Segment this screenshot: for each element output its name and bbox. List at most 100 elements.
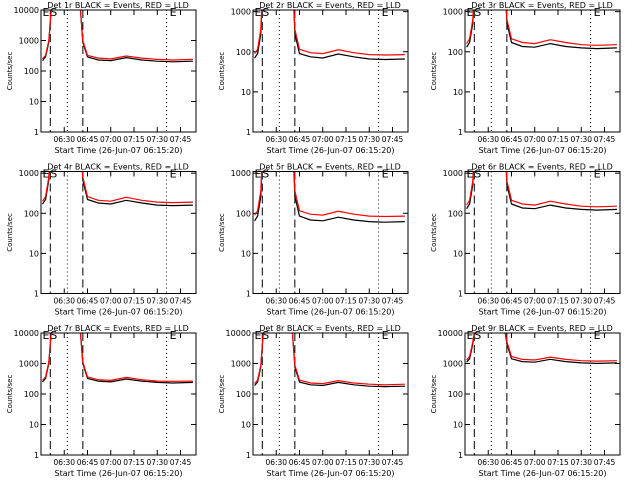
annotation: E [255, 6, 262, 19]
x-tick-label: 07:00 [100, 135, 122, 144]
x-tick-label: 07:45 [594, 135, 616, 144]
y-tick-label: 1000 [231, 8, 251, 17]
x-tick-label: 07:45 [382, 458, 404, 467]
x-tick-label: 07:15 [547, 297, 569, 306]
y-tick-label: 1 [34, 128, 39, 137]
x-tick-label: 07:45 [170, 458, 192, 467]
x-tick-label: 06:30 [53, 458, 75, 467]
plot-frame [252, 9, 409, 133]
x-tick-label: 06:45 [501, 297, 523, 306]
x-tick-label: 06:30 [477, 297, 499, 306]
chart-title: Det 1r BLACK = Events, RED = LLD [47, 1, 189, 10]
x-tick-label: 07:15 [123, 458, 145, 467]
plot-frame [464, 171, 621, 294]
series-line [466, 333, 617, 362]
x-tick-label: 07:45 [594, 297, 616, 306]
y-axis-label: Counts/sec [218, 52, 226, 91]
x-tick-label: 07:45 [170, 135, 192, 144]
annotation: E [594, 6, 601, 19]
y-tick-label: 10 [453, 88, 463, 97]
chart-title: Det 6r BLACK = Events, RED = LLD [471, 163, 613, 172]
y-tick-label: 10 [241, 421, 251, 430]
annotation: S [50, 329, 57, 342]
annotation: E [43, 168, 50, 181]
x-tick-label: 07:15 [335, 135, 357, 144]
y-tick-label: 10000 [14, 329, 39, 338]
y-tick-label: 1 [246, 128, 251, 137]
series-line [42, 171, 193, 204]
y-axis-label: Counts/sec [430, 375, 438, 414]
x-tick-label: 07:45 [382, 297, 404, 306]
x-tick-label: 07:45 [594, 458, 616, 467]
x-tick-label: 06:45 [289, 135, 311, 144]
y-tick-label: 1 [246, 290, 251, 299]
series-line [42, 171, 193, 207]
annotation: S [474, 329, 481, 342]
plot-frame [40, 171, 197, 294]
chart-title: Det 7r BLACK = Events, RED = LLD [47, 324, 189, 333]
annotation: S [262, 168, 269, 181]
y-tick-label: 100 [236, 48, 251, 57]
chart-title: Det 4r BLACK = Events, RED = LLD [47, 163, 189, 172]
x-tick-label: 06:45 [501, 458, 523, 467]
y-tick-label: 1000 [443, 169, 463, 178]
x-tick-label: 07:30 [570, 458, 592, 467]
x-axis-label: Start Time (26-Jun-07 06:15:20) [55, 308, 183, 317]
y-tick-label: 10 [29, 421, 39, 430]
annotation: S [262, 329, 269, 342]
series-line [254, 333, 405, 386]
plot-frame [464, 9, 621, 133]
y-tick-label: 10 [453, 249, 463, 258]
y-tick-label: 10000 [14, 6, 39, 15]
x-axis-label: Start Time (26-Jun-07 06:15:20) [479, 469, 607, 478]
x-tick-label: 07:00 [312, 297, 334, 306]
x-tick-label: 07:00 [312, 458, 334, 467]
x-tick-label: 07:15 [123, 297, 145, 306]
x-tick-label: 07:15 [547, 135, 569, 144]
y-axis-label: Counts/sec [430, 52, 438, 91]
annotation: E [43, 329, 50, 342]
chart-title: Det 5r BLACK = Events, RED = LLD [259, 163, 401, 172]
x-axis-label: Start Time (26-Jun-07 06:15:20) [55, 146, 183, 155]
x-tick-label: 07:15 [335, 458, 357, 467]
y-tick-label: 1 [458, 128, 463, 137]
annotation: E [467, 6, 474, 19]
plot-frame [252, 171, 409, 294]
y-tick-label: 1 [34, 290, 39, 299]
chart-title: Det 9r BLACK = Events, RED = LLD [471, 324, 613, 333]
y-tick-label: 100 [448, 48, 463, 57]
annotation: E [170, 6, 177, 19]
y-tick-label: 1000 [19, 169, 39, 178]
annotation: S [50, 168, 57, 181]
y-axis-label: Counts/sec [6, 52, 14, 91]
annotation: E [170, 168, 177, 181]
x-axis-label: Start Time (26-Jun-07 06:15:20) [479, 308, 607, 317]
x-tick-label: 07:30 [146, 135, 168, 144]
y-tick-label: 1 [458, 290, 463, 299]
plot-frame [252, 332, 409, 456]
y-tick-label: 10 [29, 98, 39, 107]
y-tick-label: 100 [24, 67, 39, 76]
annotation: E [594, 168, 601, 181]
y-axis-label: Counts/sec [218, 213, 226, 252]
y-tick-label: 100 [24, 209, 39, 218]
x-tick-label: 07:45 [170, 297, 192, 306]
y-tick-label: 1000 [443, 8, 463, 17]
y-axis-label: Counts/sec [6, 375, 14, 414]
y-tick-label: 1 [246, 451, 251, 460]
x-tick-label: 07:15 [335, 297, 357, 306]
x-axis-label: Start Time (26-Jun-07 06:15:20) [55, 469, 183, 478]
annotation: S [50, 6, 57, 19]
plot-frame [40, 332, 197, 456]
x-tick-label: 06:45 [289, 458, 311, 467]
y-tick-label: 1 [34, 451, 39, 460]
y-tick-label: 10000 [226, 329, 251, 338]
y-axis-label: Counts/sec [430, 213, 438, 252]
y-tick-label: 100 [448, 390, 463, 399]
annotation: S [262, 6, 269, 19]
x-tick-label: 07:15 [123, 135, 145, 144]
x-tick-label: 07:00 [312, 135, 334, 144]
y-tick-label: 1000 [443, 360, 463, 369]
x-tick-label: 06:30 [265, 458, 287, 467]
x-tick-label: 07:30 [146, 458, 168, 467]
